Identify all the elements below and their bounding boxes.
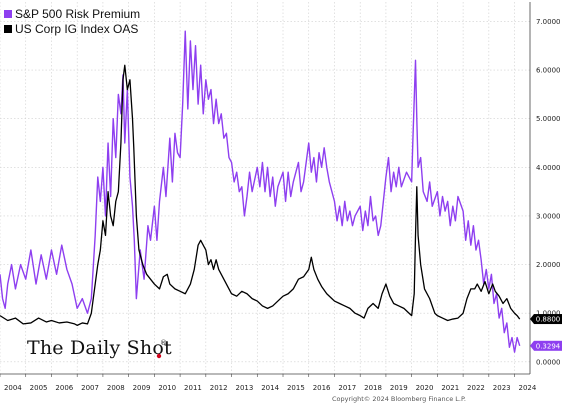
x-tick-label: 2013: [236, 384, 254, 392]
x-tick-label: 2019: [390, 384, 408, 392]
x-tick-label: 2016: [313, 384, 331, 392]
logo-text: The Daily Shot: [27, 337, 172, 359]
x-tick-label: 2021: [441, 384, 459, 392]
legend-swatch: [4, 25, 12, 33]
last-value-pointer: [530, 340, 534, 351]
legend-label: S&P 500 Risk Premium: [15, 7, 140, 21]
last-value-badge: [534, 314, 562, 325]
legend-label: US Corp IG Index OAS: [15, 22, 138, 36]
y-tick-label: 4.0000: [536, 164, 561, 172]
y-tick-label: 2.0000: [536, 261, 561, 269]
y-tick-label: 7.0000: [536, 18, 561, 26]
x-tick-label: 2020: [416, 384, 434, 392]
y-tick-label: 0.0000: [536, 358, 561, 366]
x-tick-label: 2005: [30, 384, 48, 392]
copyright-text: Copyright© 2024 Bloomberg Finance L.P.: [332, 395, 466, 403]
series-layer: [0, 30, 521, 353]
x-tick-label: 2024: [519, 384, 537, 392]
last-value-pointer: [530, 314, 534, 325]
x-tick-label: 2010: [158, 384, 176, 392]
logo-reg-mark: ®: [160, 339, 167, 347]
x-tick-label: 2015: [287, 384, 305, 392]
x-tick-label: 2018: [364, 384, 382, 392]
last-value-label: 0.8800: [536, 316, 561, 324]
x-tick-label: 2011: [184, 384, 202, 392]
y-tick-label: 1.0000: [536, 310, 561, 318]
grid-layer: [0, 2, 530, 374]
x-tick-label: 2014: [261, 384, 279, 392]
x-tick-label: 2012: [210, 384, 228, 392]
y-tick-label: 3.0000: [536, 212, 561, 220]
last-value-badges: 0.3294 0.8800: [530, 314, 562, 351]
logo-dot: [156, 353, 162, 359]
last-value-label: 0.3294: [536, 342, 561, 350]
x-tick-label: 2022: [467, 384, 485, 392]
x-tick-label: 2004: [4, 384, 22, 392]
daily-shot-logo: The Daily Shot ®: [27, 337, 172, 359]
x-tick-label: 2017: [338, 384, 356, 392]
axis-layer: 2004 2005 2006 2007 2008 2009 2010 2011 2012 2013…: [0, 2, 561, 392]
x-tick-label: 2023: [493, 384, 511, 392]
x-tick-label: 2007: [81, 384, 99, 392]
series-line-ig-oas: [0, 64, 521, 327]
series-line-risk-premium: [0, 30, 521, 353]
y-tick-label: 6.0000: [536, 67, 561, 75]
y-tick-label: 5.0000: [536, 115, 561, 123]
x-tick-label: 2008: [107, 384, 125, 392]
x-tick-label: 2009: [133, 384, 151, 392]
x-tick-label: 2006: [55, 384, 73, 392]
legend-swatch: [4, 10, 12, 18]
last-value-badge: [534, 340, 562, 351]
